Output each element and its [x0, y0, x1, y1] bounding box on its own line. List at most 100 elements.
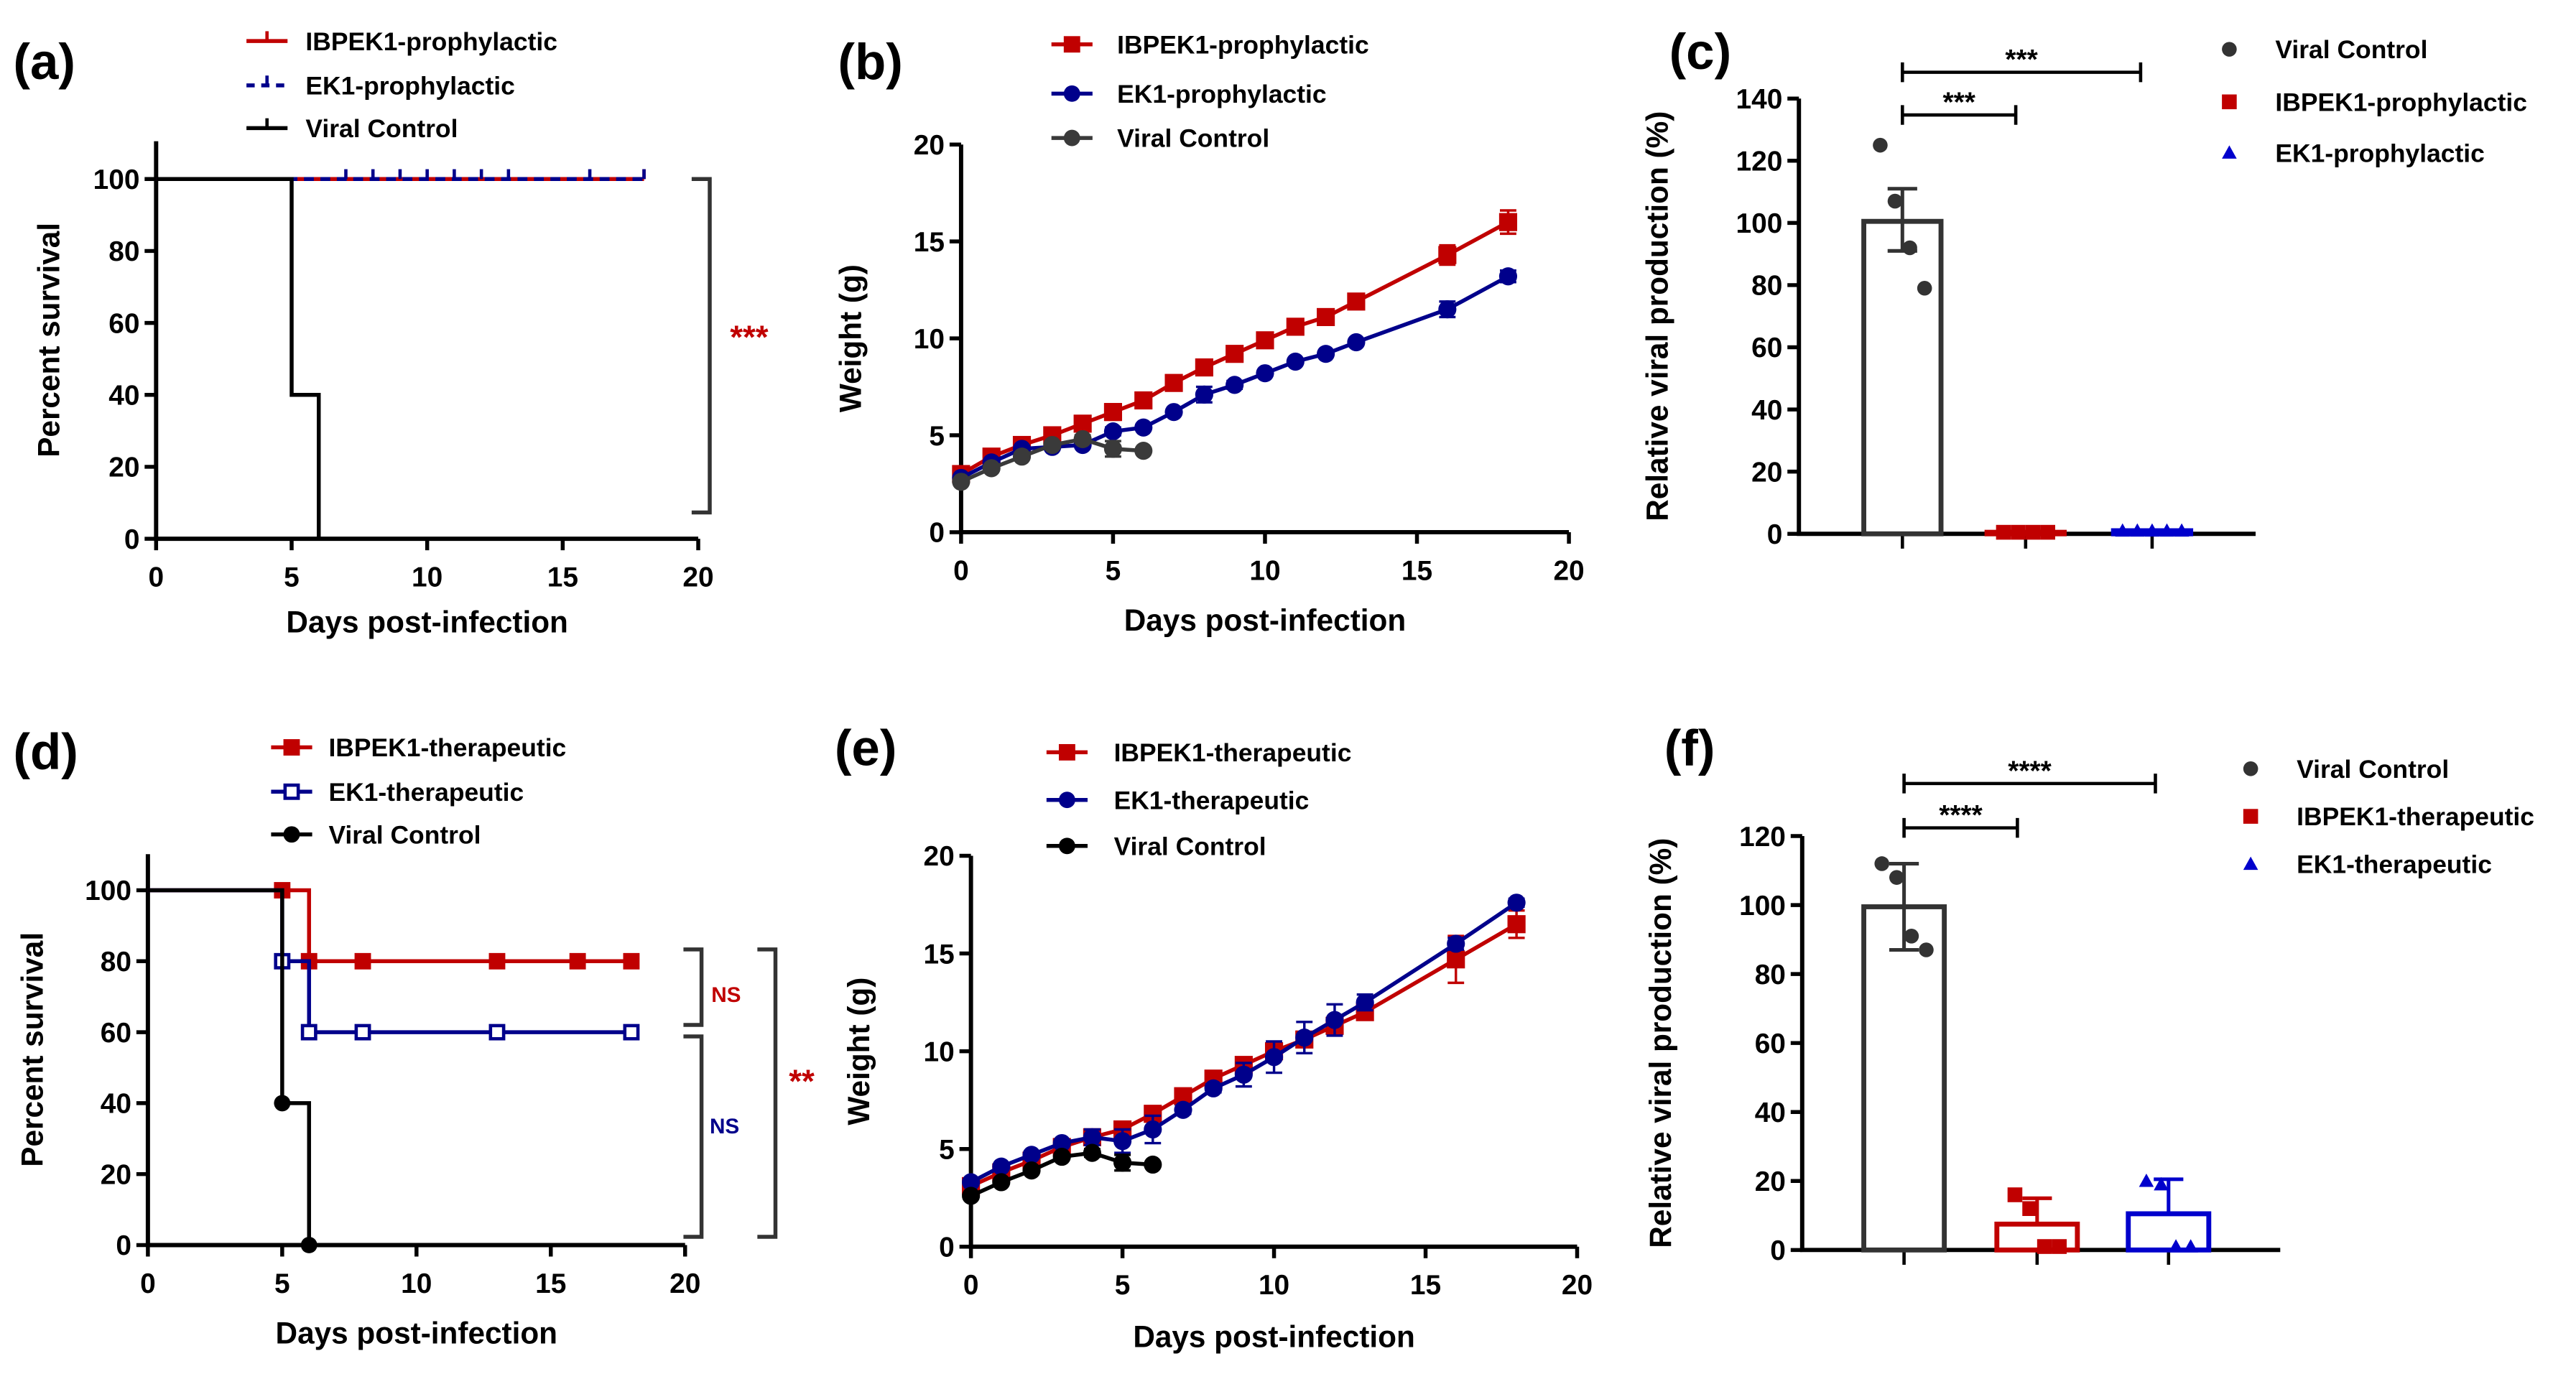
series — [147, 888, 318, 1253]
x-tick-label: 15 — [1410, 1270, 1441, 1301]
data-point — [1317, 345, 1335, 363]
series-line — [960, 220, 1509, 476]
significance-bar — [1902, 817, 2019, 838]
series — [156, 169, 646, 182]
series — [147, 888, 640, 1041]
y-axis-label: Relative viral production (%) — [1644, 838, 1677, 1248]
data-point — [1164, 403, 1183, 422]
significance-label: NS — [711, 983, 741, 1007]
x-tick-label: 20 — [1553, 555, 1584, 586]
x-tick-label: 15 — [547, 562, 578, 593]
legend-label: Viral Control — [1114, 832, 1266, 860]
x-tick-label: 15 — [1401, 555, 1432, 586]
y-tick-label: 60 — [1755, 1029, 1786, 1059]
survival-line — [156, 177, 321, 539]
series — [952, 267, 1518, 487]
legend-label: Viral Control — [305, 114, 458, 143]
data-point — [1073, 430, 1092, 449]
data-point — [1917, 280, 1932, 296]
data-point — [1438, 300, 1457, 319]
data-point — [1295, 1028, 1314, 1047]
data-point — [1226, 345, 1244, 363]
data-point — [1134, 391, 1153, 410]
significance-label: ** — [789, 1063, 815, 1100]
legend-item: EK1-prophylactic — [1051, 80, 1327, 108]
legend-marker — [2243, 856, 2258, 871]
legend-label: EK1-prophylactic — [2275, 139, 2484, 167]
y-tick-label: 20 — [914, 130, 945, 161]
data-point — [1325, 1011, 1344, 1029]
legend-marker — [1063, 129, 1080, 147]
y-tick-label: 20 — [924, 841, 955, 872]
legend-marker — [2243, 809, 2258, 824]
data-point — [1113, 1132, 1132, 1151]
panel-c: (c) 0 20 40 60 80 100 120 140 Relative viral prod… — [1640, 24, 2527, 550]
data-point — [1873, 137, 1888, 153]
data-point — [2183, 1239, 2198, 1253]
legend-marker — [2222, 94, 2237, 110]
panel-label: (c) — [1669, 24, 1732, 80]
y-tick-label: 40 — [101, 1089, 131, 1120]
y-tick-label: 80 — [101, 947, 131, 978]
y-tick-label: 15 — [924, 939, 955, 970]
y-tick-label: 60 — [1751, 333, 1782, 363]
legend-label: IBPEK1-therapeutic — [2297, 802, 2534, 831]
y-tick-label: 10 — [914, 324, 945, 355]
survival-line — [147, 888, 631, 964]
y-tick-label: 40 — [108, 380, 139, 411]
y-tick-label: 100 — [93, 164, 140, 195]
y-tick-label: 15 — [914, 227, 945, 258]
y-tick-label: 100 — [85, 876, 131, 906]
x-tick-label: 10 — [412, 562, 443, 593]
data-point — [962, 1187, 981, 1205]
legend-item: Viral Control — [271, 820, 481, 849]
x-tick-label: 20 — [1562, 1270, 1593, 1301]
data-point — [1052, 1133, 1071, 1153]
bar — [1861, 904, 1947, 1253]
survival-line — [147, 888, 311, 1245]
data-point — [1889, 870, 1904, 885]
data-point — [1347, 292, 1366, 311]
y-tick-label: 0 — [939, 1232, 955, 1263]
significance-bar — [1901, 105, 2018, 125]
legend-marker — [2243, 761, 2258, 776]
data-point — [952, 473, 970, 491]
significance-label: *** — [730, 319, 769, 356]
data-point — [1103, 440, 1123, 458]
data-point — [1022, 1146, 1041, 1164]
y-tick-label: 20 — [101, 1159, 131, 1190]
panel-label: (a) — [13, 34, 75, 90]
legend-marker — [1058, 837, 1075, 855]
data-point — [1083, 1143, 1101, 1162]
y-tick-label: 100 — [1736, 208, 1783, 239]
legend-item: Viral Control — [1051, 124, 1269, 153]
data-point — [1447, 934, 1465, 953]
y-tick-label: 80 — [108, 236, 139, 267]
legend-item: IBPEK1-therapeutic — [2243, 802, 2534, 831]
y-tick-label: 100 — [1739, 891, 1786, 922]
series-line — [970, 922, 1518, 1188]
panel-label: (d) — [13, 723, 78, 780]
y-axis-label: Relative viral production (%) — [1640, 111, 1674, 521]
data-point — [1438, 246, 1457, 264]
data-point — [1498, 267, 1518, 286]
y-tick-label: 120 — [1739, 822, 1786, 853]
legend-label: IBPEK1-prophylactic — [1117, 30, 1369, 59]
y-tick-label: 140 — [1736, 84, 1783, 115]
y-tick-label: 0 — [116, 1230, 131, 1261]
data-point — [2022, 1201, 2037, 1216]
data-point — [1103, 422, 1123, 441]
legend-marker — [1058, 792, 1075, 809]
data-point — [488, 952, 506, 970]
legend-label: Viral Control — [328, 820, 481, 849]
panel-label: (b) — [838, 34, 903, 90]
data-point — [1195, 385, 1213, 404]
legend-marker — [283, 826, 300, 843]
x-tick-label: 20 — [682, 562, 713, 593]
significance-bar — [1902, 774, 2157, 794]
data-point — [992, 1157, 1011, 1176]
significance-label: **** — [1939, 800, 1983, 831]
data-point — [2154, 1176, 2169, 1191]
x-axis-label: Days post-infection — [1124, 603, 1406, 637]
